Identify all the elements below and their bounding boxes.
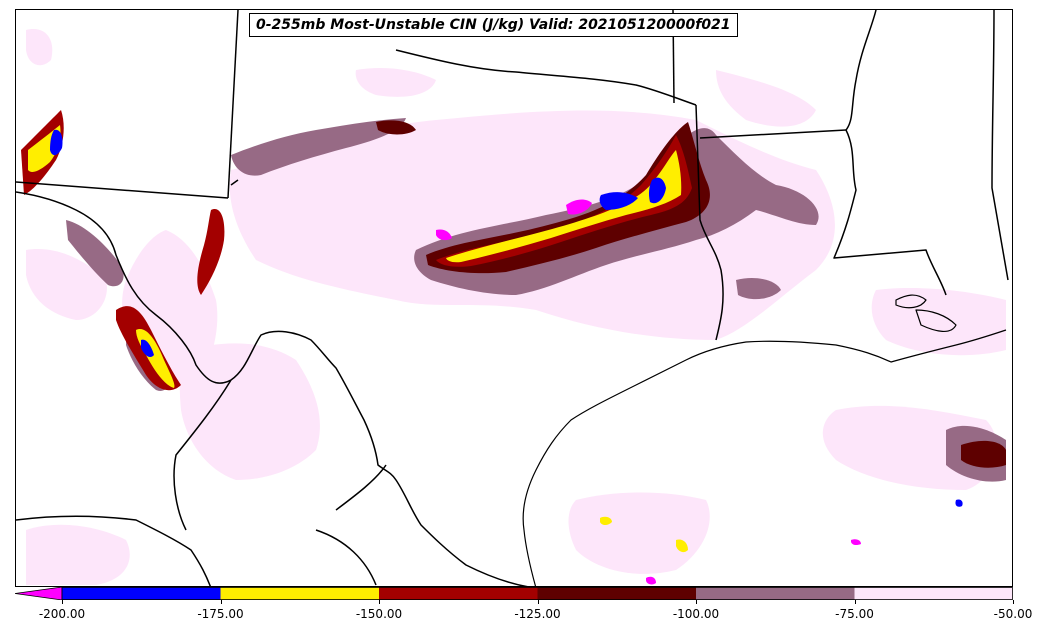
colorbar-bin <box>379 587 538 600</box>
colorbar-bin <box>220 587 379 600</box>
political-boundaries <box>16 10 1009 586</box>
colorbar <box>15 587 1013 600</box>
colorbar-tick <box>854 600 856 604</box>
colorbar-tick-label: -50.00 <box>993 607 1033 621</box>
colorbar-tick-label: -75.00 <box>835 607 874 621</box>
colorbar-bin <box>696 587 855 600</box>
colorbar-extend-min <box>15 587 63 600</box>
coastline <box>522 294 1007 586</box>
colorbar-tick <box>537 600 539 604</box>
map-panel <box>15 9 1013 587</box>
colorbar-tick-label: -200.00 <box>38 607 86 621</box>
cin-fill-blue <box>50 129 963 507</box>
colorbar-tick <box>696 600 697 604</box>
colorbar-outline <box>61 587 1013 600</box>
cin-fill-magenta <box>436 199 861 585</box>
colorbar-tick-label: -150.00 <box>355 607 403 621</box>
colorbar-tick-label: -175.00 <box>197 607 244 621</box>
colorbar-tick <box>379 600 380 604</box>
colorbar-tick-label: -100.00 <box>672 607 720 621</box>
colorbar-bin <box>62 587 221 600</box>
cin-fill-lightest <box>26 29 1006 585</box>
colorbar-tick <box>1013 600 1014 604</box>
cin-map <box>16 10 1009 586</box>
colorbar-tick-label: -125.00 <box>514 607 561 621</box>
map-title: 0-255mb Most-Unstable CIN (J/kg) Valid: … <box>249 13 738 37</box>
colorbar-bin <box>854 587 1013 600</box>
colorbar-tick <box>220 600 222 604</box>
colorbar-tick <box>62 600 63 604</box>
colorbar-bin <box>537 587 696 600</box>
